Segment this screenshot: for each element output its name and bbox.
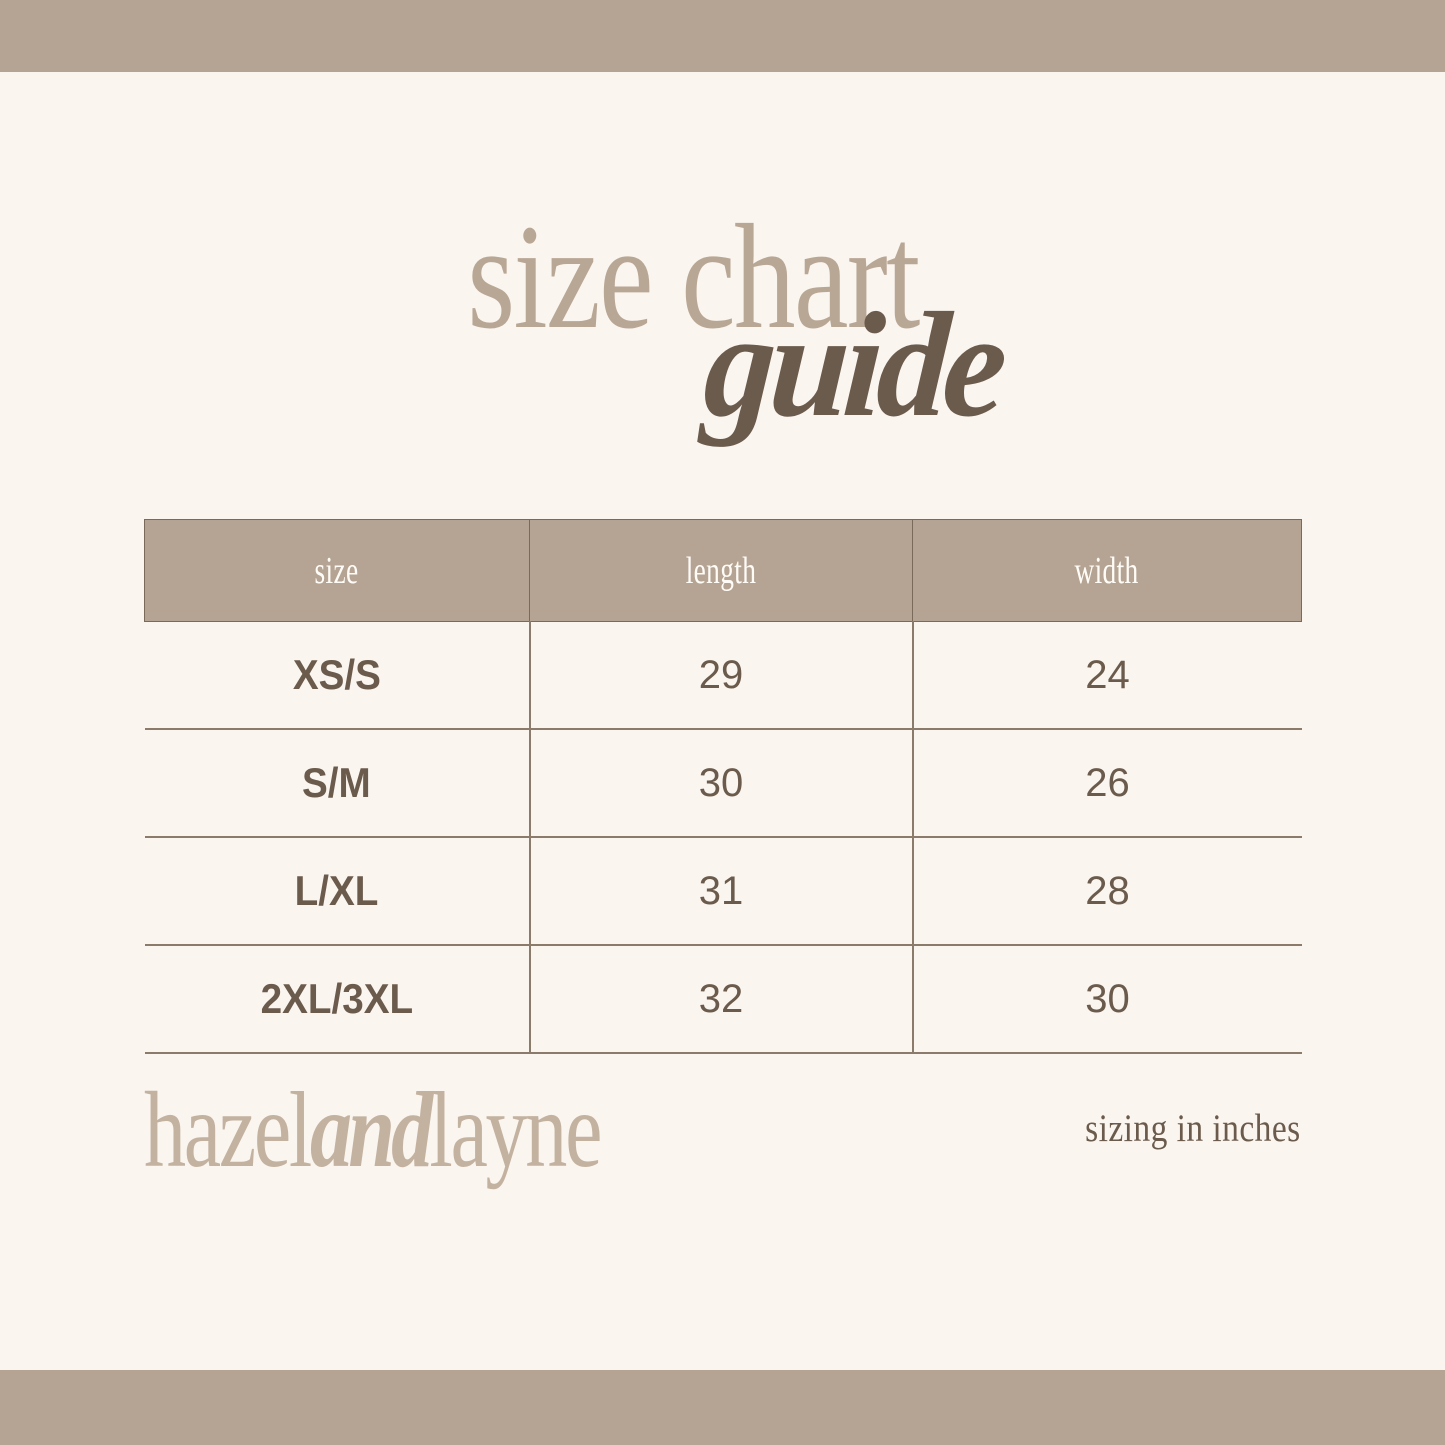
table-header-row: size length width [144, 519, 1302, 622]
brand-word-and: and [309, 1071, 433, 1190]
brand-logo: hazelandlayne [144, 1077, 729, 1185]
size-table: size length width XS/S 29 24 S/M 30 26 L… [144, 519, 1302, 1054]
cell-width: 28 [911, 837, 1302, 946]
page-title: size chart guide [0, 72, 1445, 502]
brand-logo-text: hazelandlayne [144, 1077, 602, 1185]
brand-word-hazel: hazel [144, 1071, 312, 1190]
title-line-size-chart: size chart [417, 202, 967, 352]
column-header-size-label: size [315, 549, 359, 592]
bottom-decorative-band [0, 1370, 1445, 1445]
units-caption-text: sizing in inches [1085, 1107, 1301, 1150]
table-row: XS/S 29 24 [144, 621, 1302, 730]
brand-word-layne: layne [429, 1071, 602, 1190]
cell-size-label: L/XL [294, 867, 379, 914]
cell-width: 24 [911, 621, 1302, 730]
table-row: S/M 30 26 [144, 729, 1302, 838]
cell-size-label: XS/S [292, 651, 381, 698]
table-row: 2XL/3XL 32 30 [144, 945, 1302, 1054]
column-header-length: length [529, 519, 913, 622]
cell-size: XS/S [144, 621, 530, 730]
units-caption: sizing in inches [1050, 1109, 1301, 1148]
cell-width: 30 [911, 945, 1302, 1054]
cell-size-label: 2XL/3XL [260, 975, 413, 1022]
title-line-guide-text: guide [698, 282, 1007, 448]
table-header: size length width [144, 519, 1302, 622]
size-table-container: size length width XS/S 29 24 S/M 30 26 L… [144, 519, 1302, 1054]
top-decorative-band [0, 0, 1445, 72]
content-canvas: size chart guide size length width XS/S … [0, 72, 1445, 1370]
cell-size: 2XL/3XL [144, 945, 530, 1054]
cell-length: 30 [528, 729, 913, 838]
title-line-size-chart-text: size chart [466, 194, 920, 360]
column-header-width: width [912, 519, 1302, 622]
cell-size: L/XL [144, 837, 530, 946]
cell-size: S/M [144, 729, 530, 838]
cell-length: 29 [528, 621, 913, 730]
table-body: XS/S 29 24 S/M 30 26 L/XL 31 28 2XL/3XL … [144, 621, 1302, 1054]
cell-size-label: S/M [302, 759, 371, 806]
table-row: L/XL 31 28 [144, 837, 1302, 946]
column-header-length-label: length [685, 549, 757, 592]
cell-length: 31 [528, 837, 913, 946]
column-header-width-label: width [1074, 549, 1140, 592]
title-line-guide: guide [697, 282, 1009, 448]
column-header-size: size [144, 519, 530, 622]
cell-length: 32 [528, 945, 913, 1054]
cell-width: 26 [911, 729, 1302, 838]
footer: hazelandlayne sizing in inches [144, 1077, 1301, 1207]
